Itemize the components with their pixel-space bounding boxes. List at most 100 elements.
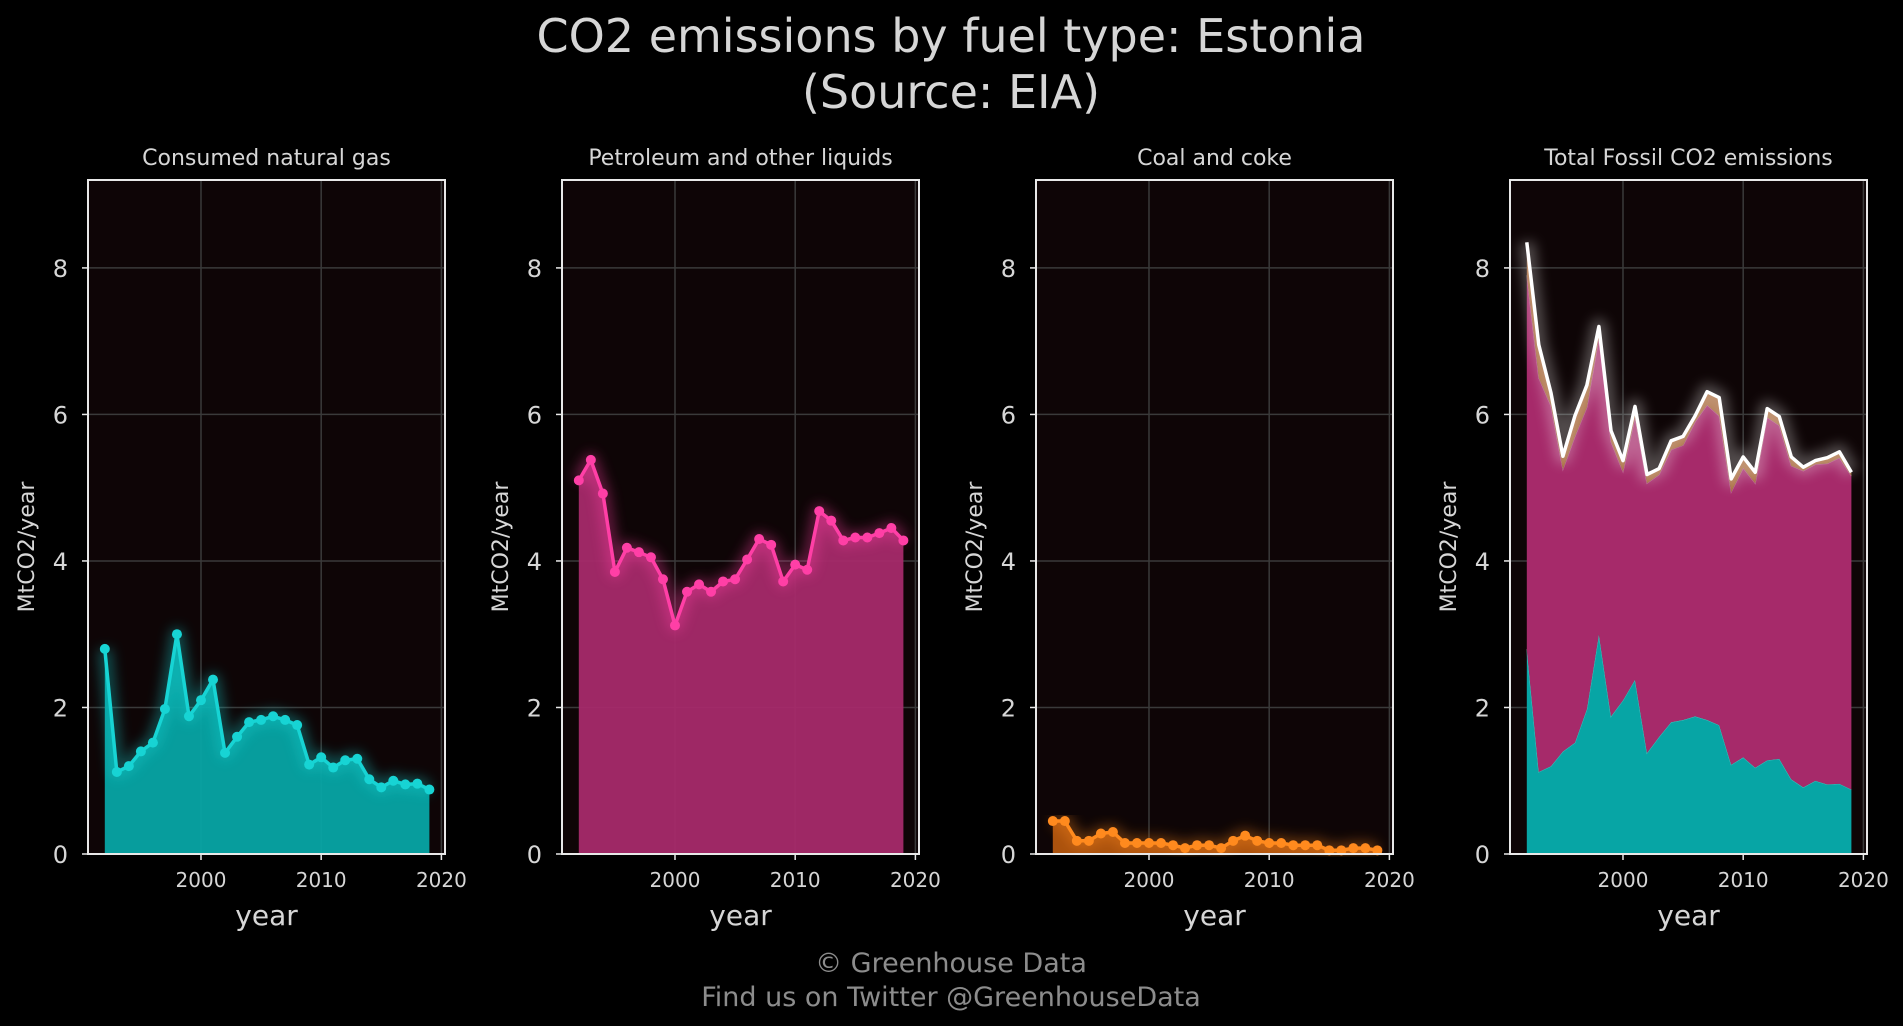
x-tick-label-2000: 2000 xyxy=(650,868,701,892)
x-tick-label-2010: 2010 xyxy=(296,868,347,892)
petroleum-point-1999 xyxy=(657,574,668,585)
y-tick-label-2: 2 xyxy=(527,694,542,722)
x-tick-label-2010: 2010 xyxy=(770,868,821,892)
y-tick-label-2: 2 xyxy=(53,694,68,722)
coal-point-2016 xyxy=(1336,845,1347,856)
x-tick-label-2010: 2010 xyxy=(1244,868,1295,892)
gas-point-1996 xyxy=(147,737,158,748)
petroleum-point-2000 xyxy=(669,620,680,631)
coal-point-2001 xyxy=(1156,838,1167,849)
petroleum-point-1992 xyxy=(573,475,584,486)
gas-point-1994 xyxy=(123,761,134,772)
x-tick-label-2000: 2000 xyxy=(176,868,227,892)
petroleum-point-2005 xyxy=(730,574,741,585)
y-tick-label-4: 4 xyxy=(1475,548,1490,576)
stacked-gas-area xyxy=(1526,634,1852,854)
coal-point-2008 xyxy=(1240,830,1251,841)
coal-point-1997 xyxy=(1107,827,1118,838)
y-tick-label-0: 0 xyxy=(527,841,542,869)
coal-point-1998 xyxy=(1119,838,1130,849)
x-axis-label: year xyxy=(235,899,298,932)
plot-area xyxy=(1036,180,1393,854)
coal-point-1995 xyxy=(1083,835,1094,846)
panel-3: 2000 2010 2020 0 2 4 6 8 Coal and coke year MtCO2/… xyxy=(963,146,1415,932)
x-tick-label-2010: 2010 xyxy=(1718,868,1769,892)
stacked-petroleum-area xyxy=(1526,275,1852,790)
gas-point-1995 xyxy=(135,746,146,757)
gas-point-2004 xyxy=(244,717,255,728)
y-axis-label: MtCO2/year xyxy=(963,481,988,613)
gas-point-2015 xyxy=(376,782,387,793)
gas-point-2000 xyxy=(195,695,206,706)
y-tick-label-4: 4 xyxy=(53,548,68,576)
gas-point-2014 xyxy=(364,774,375,785)
y-axis-label: MtCO2/year xyxy=(489,481,514,613)
petroleum-point-2017 xyxy=(874,528,885,539)
plot-frame xyxy=(1509,179,1868,855)
y-tick-label-2: 2 xyxy=(1001,694,1016,722)
footer-twitter: Find us on Twitter @GreenhouseData xyxy=(701,982,1201,1013)
panel-title: Petroleum and other liquids xyxy=(588,146,892,171)
coal-point-2011 xyxy=(1276,838,1287,849)
y-tick-label-6: 6 xyxy=(1475,401,1490,429)
petroleum-point-1996 xyxy=(621,542,632,553)
petroleum-point-1998 xyxy=(645,552,656,563)
x-axis-label: year xyxy=(709,899,772,932)
petroleum-point-2002 xyxy=(694,579,705,590)
coal-point-2010 xyxy=(1264,838,1275,849)
y-tick-label-6: 6 xyxy=(527,401,542,429)
coal-point-2018 xyxy=(1360,843,1371,854)
y-tick-label-6: 6 xyxy=(53,401,68,429)
petroleum-point-2001 xyxy=(682,586,693,597)
y-tick-label-4: 4 xyxy=(1001,548,1016,576)
gas-point-1992 xyxy=(99,643,110,654)
panel-2: 2000 2010 2020 0 2 4 6 8 Petroleum and other liq… xyxy=(489,146,941,932)
plot-frame xyxy=(87,179,446,855)
gas-point-2010 xyxy=(316,752,327,763)
y-tick-label-2: 2 xyxy=(1475,694,1490,722)
coal-point-2015 xyxy=(1324,845,1335,856)
total-line xyxy=(1525,242,1853,481)
gas-point-2012 xyxy=(340,755,351,766)
petroleum-point-2004 xyxy=(718,576,729,587)
coal-point-2014 xyxy=(1312,840,1323,851)
figure-title-line-1: CO2 emissions by fuel type: Estonia xyxy=(536,9,1365,63)
y-axis-label: MtCO2/year xyxy=(1437,481,1462,613)
plot-frame xyxy=(561,179,920,855)
gas-point-1999 xyxy=(183,711,194,722)
petroleum-point-2012 xyxy=(814,506,825,517)
gas-point-2017 xyxy=(400,779,411,790)
petroleum-point-1995 xyxy=(609,566,620,577)
y-tick-label-8: 8 xyxy=(1001,255,1016,283)
x-tick-label-2020: 2020 xyxy=(890,868,941,892)
gas-point-2009 xyxy=(304,759,315,770)
petroleum-area xyxy=(578,459,904,854)
gas-point-2008 xyxy=(292,720,303,731)
gas-line xyxy=(103,632,431,792)
x-tick-label-2000: 2000 xyxy=(1124,868,1175,892)
gas-point-2007 xyxy=(280,714,291,725)
coal-line xyxy=(1052,819,1378,853)
y-tick-label-0: 0 xyxy=(53,841,68,869)
petroleum-point-2010 xyxy=(790,559,801,570)
figure-title-line-2: (Source: EIA) xyxy=(802,65,1100,119)
gas-point-1993 xyxy=(111,766,122,777)
y-tick-label-8: 8 xyxy=(527,255,542,283)
gas-point-2005 xyxy=(256,714,267,725)
petroleum-point-2011 xyxy=(802,564,813,575)
gas-point-1997 xyxy=(159,703,170,714)
panel-4: 2000 2010 2020 0 2 4 6 8 Total Fossil CO2 emissi… xyxy=(1437,146,1889,932)
y-tick-label-0: 0 xyxy=(1001,841,1016,869)
footer-copyright: © Greenhouse Data xyxy=(815,948,1087,979)
gas-point-2019 xyxy=(424,784,435,795)
plot-frame xyxy=(1035,179,1394,855)
coal-point-2002 xyxy=(1168,840,1179,851)
y-tick-label-0: 0 xyxy=(1475,841,1490,869)
gas-point-2003 xyxy=(232,731,243,742)
x-tick-label-2020: 2020 xyxy=(416,868,467,892)
coal-point-1999 xyxy=(1131,838,1142,849)
coal-point-2006 xyxy=(1216,843,1227,854)
gas-point-2018 xyxy=(412,778,423,789)
coal-point-2019 xyxy=(1372,845,1383,856)
